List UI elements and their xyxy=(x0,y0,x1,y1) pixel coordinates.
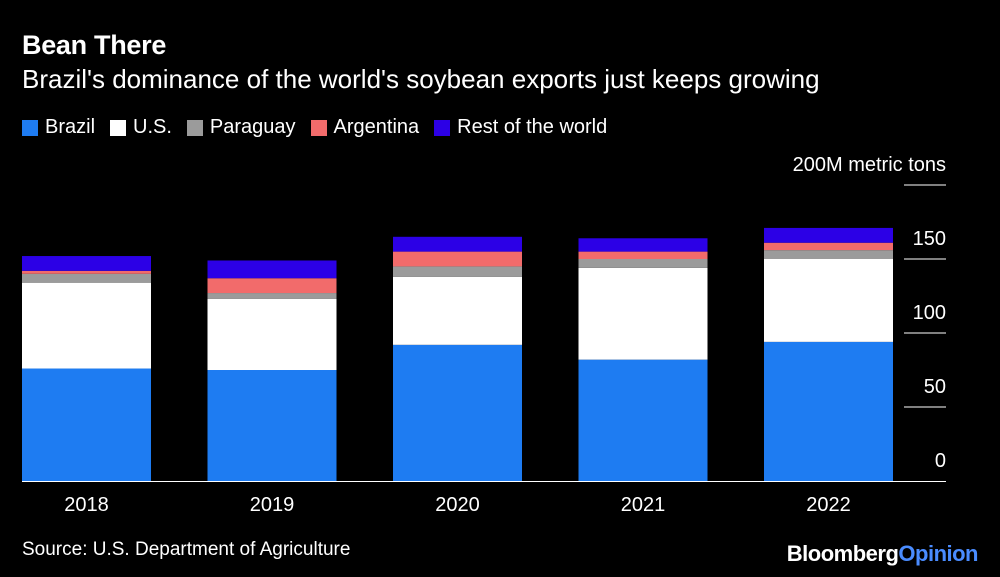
brand-secondary: Opinion xyxy=(898,541,978,566)
legend-item-brazil: Brazil xyxy=(22,116,95,139)
bar-segment-argentina-2021 xyxy=(578,251,708,259)
bar-segment-brazil-2019 xyxy=(207,370,337,481)
bar-segment-argentina-2020 xyxy=(393,251,522,267)
y-tick-label-200: 200M metric tons xyxy=(793,154,946,176)
bar-segment-paraguay-2022 xyxy=(764,250,893,259)
source-note: Source: U.S. Department of Agriculture xyxy=(22,539,351,560)
legend-item-argentina: Argentina xyxy=(310,116,420,139)
bar-segment-brazil-2020 xyxy=(393,344,522,481)
legend-swatch-argentina xyxy=(310,119,327,136)
x-tick-label-2022: 2022 xyxy=(806,494,851,516)
x-tick-label-2021: 2021 xyxy=(621,494,666,516)
legend-label-us: U.S. xyxy=(133,116,172,138)
y-tick-label-150: 150 xyxy=(913,228,946,250)
legend-item-rest-of-world: Rest of the world xyxy=(434,116,607,139)
stacked-bar-chart: 0 50 100 150 200M metric tons 2018 2019 2020 202… xyxy=(22,154,946,516)
chart-title: Bean There xyxy=(22,30,167,60)
bar-segment-u-s-2022 xyxy=(764,259,893,342)
bar-segment-paraguay-2021 xyxy=(578,259,708,268)
legend-label-rest-of-world: Rest of the world xyxy=(457,116,608,138)
legend-swatch-rest-of-world xyxy=(434,119,451,136)
bar-segment-rest-of-the-world-2018 xyxy=(22,256,151,271)
bar-segment-u-s-2021 xyxy=(578,267,708,360)
bar-segment-brazil-2022 xyxy=(764,341,893,481)
bar-segment-u-s-2019 xyxy=(207,298,337,370)
x-tick-label-2020: 2020 xyxy=(435,494,480,516)
legend-swatch-us xyxy=(110,119,127,136)
bar-segment-rest-of-the-world-2019 xyxy=(207,260,337,279)
brand-logo: BloombergOpinion xyxy=(786,541,979,567)
brand-primary: Bloomberg xyxy=(786,541,899,566)
bar-segment-rest-of-the-world-2020 xyxy=(393,236,522,252)
bar-segment-rest-of-the-world-2022 xyxy=(764,227,893,243)
y-tick-label-50: 50 xyxy=(924,376,946,398)
legend-swatch-brazil xyxy=(22,119,38,136)
legend-label-brazil: Brazil xyxy=(45,116,96,138)
bar-segment-argentina-2018 xyxy=(22,270,151,274)
y-tick-label-100: 100 xyxy=(913,302,946,324)
legend-swatch-paraguay xyxy=(186,119,203,136)
y-tick-label-0: 0 xyxy=(935,450,946,472)
x-tick-label-2018: 2018 xyxy=(64,494,109,516)
legend-label-paraguay: Paraguay xyxy=(209,116,296,138)
legend-item-paraguay: Paraguay xyxy=(186,116,296,139)
bar-segment-rest-of-the-world-2021 xyxy=(578,238,708,252)
bar-segment-u-s-2018 xyxy=(22,282,151,369)
legend-item-us: U.S. xyxy=(110,116,172,139)
bar-segment-argentina-2019 xyxy=(207,278,337,294)
bar-segment-u-s-2020 xyxy=(393,276,522,345)
bar-segment-paraguay-2019 xyxy=(207,293,337,299)
bar-segment-brazil-2021 xyxy=(578,359,708,481)
legend: Brazil U.S. Paraguay Argentina Rest of t… xyxy=(22,116,622,139)
bar-segment-argentina-2022 xyxy=(764,242,893,251)
bar-segment-brazil-2018 xyxy=(22,368,151,481)
chart-subtitle: Brazil's dominance of the world's soybea… xyxy=(22,64,820,94)
legend-label-argentina: Argentina xyxy=(333,116,420,138)
bar-segment-paraguay-2020 xyxy=(393,266,522,277)
x-tick-label-2019: 2019 xyxy=(250,494,295,516)
bar-segment-paraguay-2018 xyxy=(22,273,151,283)
